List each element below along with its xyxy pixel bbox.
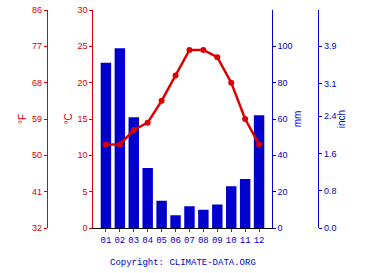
svg-text:11: 11 [240,236,251,246]
svg-text:60: 60 [278,114,288,124]
svg-text:inch: inch [336,110,347,128]
svg-text:10: 10 [77,150,87,160]
svg-text:50: 50 [32,150,42,160]
svg-text:5: 5 [82,187,87,197]
svg-text:30: 30 [77,5,87,15]
svg-text:68: 68 [32,78,42,88]
svg-text:°F: °F [17,114,28,124]
svg-text:mm: mm [292,111,303,128]
svg-text:86: 86 [32,5,42,15]
svg-text:08: 08 [198,236,209,246]
svg-text:100: 100 [278,41,293,51]
svg-text:3.9: 3.9 [324,41,337,51]
svg-text:03: 03 [128,236,139,246]
svg-text:0.8: 0.8 [324,186,337,196]
svg-text:40: 40 [278,150,288,160]
svg-text:09: 09 [212,236,223,246]
svg-text:3.1: 3.1 [324,79,337,89]
svg-text:°C: °C [63,113,74,124]
svg-text:59: 59 [32,114,42,124]
svg-text:1.6: 1.6 [324,149,337,159]
svg-text:20: 20 [77,78,87,88]
svg-text:07: 07 [184,236,195,246]
svg-text:0: 0 [82,223,87,233]
svg-text:32: 32 [32,223,42,233]
svg-text:0.0: 0.0 [324,223,337,233]
svg-text:12: 12 [254,236,265,246]
svg-text:02: 02 [114,236,125,246]
svg-text:05: 05 [156,236,167,246]
svg-text:01: 01 [101,236,112,246]
svg-text:25: 25 [77,41,87,51]
svg-text:04: 04 [142,236,153,246]
svg-text:80: 80 [278,78,288,88]
svg-text:15: 15 [77,114,87,124]
svg-text:0: 0 [278,223,283,233]
svg-text:41: 41 [32,187,42,197]
svg-text:Copyright: CLIMATE-DATA.ORG: Copyright: CLIMATE-DATA.ORG [110,258,256,268]
svg-text:10: 10 [226,236,237,246]
svg-text:77: 77 [32,41,42,51]
svg-text:06: 06 [170,236,181,246]
svg-text:20: 20 [278,187,288,197]
svg-text:2.4: 2.4 [324,111,337,121]
